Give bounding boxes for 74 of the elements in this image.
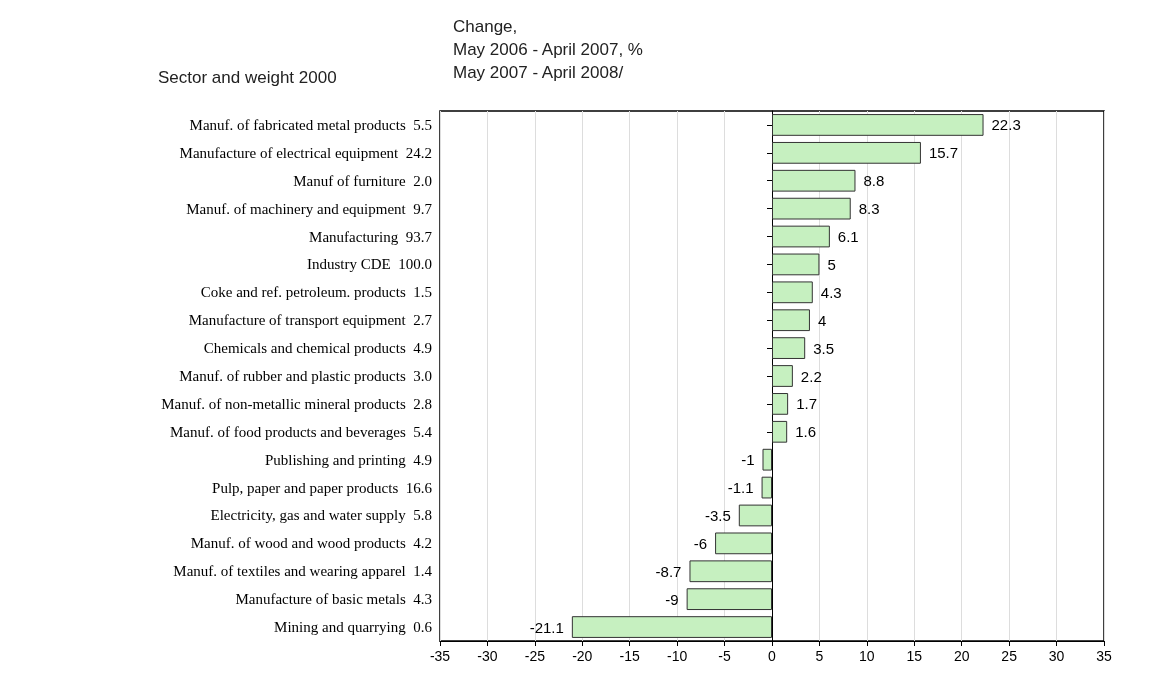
- data-label: 6.1: [837, 228, 859, 246]
- x-tick-label: 35: [1096, 648, 1112, 664]
- x-tick-label: -35: [429, 648, 451, 664]
- bar: [715, 532, 772, 555]
- bar: [762, 448, 772, 471]
- data-label: 8.8: [863, 172, 885, 190]
- y-tick-label: Manufacture of basic metals 4.3: [235, 591, 432, 608]
- x-tick-label: -15: [619, 648, 641, 664]
- bar: [772, 393, 789, 415]
- x-tick-label: 20: [953, 648, 970, 664]
- bar: [772, 253, 820, 276]
- x-tick-label: -30: [477, 648, 498, 664]
- y-tick-label: Pulp, paper and paper products 16.6: [212, 479, 433, 496]
- x-tick-label: 15: [906, 648, 923, 664]
- x-tick-label: -25: [524, 648, 546, 664]
- x-tick-label: 10: [859, 648, 875, 664]
- x-tick-label: 25: [1001, 648, 1018, 664]
- y-tick-label: Manuf. of non-metallic mineral products 2.8: [161, 395, 432, 412]
- y-tick-label: Electricity, gas and water supply 5.8: [210, 507, 432, 524]
- y-tick-label: Manufacturing 93.7: [309, 228, 433, 245]
- bar: [772, 169, 856, 192]
- data-label: -9: [665, 590, 679, 608]
- y-tick-label: Manuf. of wood and wood products 4.2: [190, 535, 432, 552]
- y-tick-label: Manuf. of rubber and plastic products 3.0: [179, 368, 432, 384]
- bar: [772, 281, 813, 304]
- y-tick-label: Manufacture of transport equipment 2.7: [188, 312, 433, 329]
- bar: [738, 504, 772, 527]
- data-label: -3.5: [704, 506, 731, 524]
- y-tick-label: Publishing and printing 4.9: [264, 451, 432, 468]
- y-tick-label: Manuf. of machinery and equipment 9.7: [186, 200, 433, 217]
- bar: [772, 365, 793, 387]
- data-label: 1.7: [796, 395, 817, 413]
- data-label: 4.3: [820, 283, 842, 301]
- y-tick-label: Manuf. of textiles and wearing apparel 1.4: [173, 563, 433, 580]
- bar: [761, 476, 772, 499]
- data-label: 3.5: [813, 339, 835, 357]
- data-label: 2.2: [800, 367, 822, 385]
- chart-title: Change, May 2006 - April 2007, % May 2007 - April 2008/: [453, 17, 643, 82]
- x-tick-label: -5: [718, 648, 732, 664]
- bar: [772, 420, 788, 443]
- data-label: -6: [693, 534, 708, 552]
- data-label: 1.6: [795, 423, 817, 441]
- data-label: -1.1: [727, 479, 754, 497]
- bar: [772, 309, 810, 332]
- y-tick-label: Coke and ref. petroleum. products 1.5: [200, 284, 432, 301]
- data-label: 4: [817, 311, 827, 329]
- bar: [772, 225, 830, 248]
- x-tick-label: 30: [1048, 648, 1065, 664]
- bar: [772, 114, 984, 136]
- data-label: 15.7: [928, 144, 959, 162]
- y-tick-label: Manufacture of electrical equipment 24.2: [179, 144, 432, 161]
- bar: [772, 197, 851, 220]
- bar: [689, 560, 772, 583]
- bar: [686, 588, 772, 611]
- y-tick-label: Chemicals and chemical products 4.9: [203, 340, 432, 357]
- y-tick-label: Manuf. of fabricated metal products 5.5: [189, 116, 432, 133]
- x-tick-label: -20: [572, 648, 593, 664]
- data-label: -1: [741, 451, 755, 469]
- x-tick-label: -10: [667, 648, 688, 664]
- bar: [772, 141, 921, 164]
- y-tick-label: Mining and quarrying 0.6: [274, 619, 433, 636]
- y-axis-title: Sector and weight 2000: [158, 68, 337, 87]
- y-tick-label: Manuf of furniture 2.0: [293, 172, 432, 189]
- data-label: 5: [827, 255, 836, 273]
- bar: [571, 616, 772, 638]
- y-tick-label: Manuf. of food products and beverages 5.4: [169, 423, 433, 440]
- data-label: -21.1: [529, 618, 564, 636]
- data-label: -8.7: [655, 562, 682, 580]
- data-label: 8.3: [858, 200, 880, 218]
- data-label: 22.3: [991, 116, 1021, 134]
- x-tick-label: 5: [815, 648, 824, 664]
- y-tick-label: Industry CDE 100.0: [307, 256, 432, 273]
- bar: [772, 337, 806, 359]
- x-tick-label: 0: [768, 648, 777, 664]
